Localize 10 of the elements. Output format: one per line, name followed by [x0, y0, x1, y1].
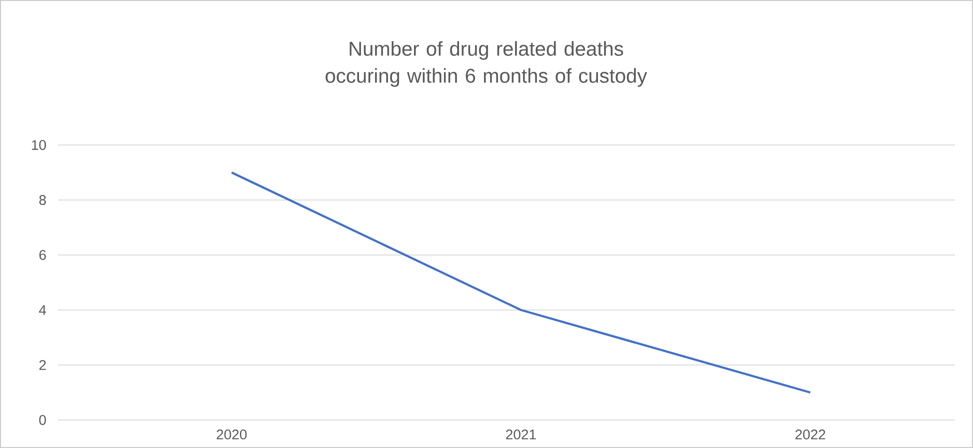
y-tick-label: 6 [39, 250, 46, 260]
y-tick-label: 2 [39, 360, 46, 370]
x-tick-label: 2022 [795, 430, 826, 440]
x-tick-label: 2020 [216, 430, 247, 440]
x-tick-label: 2021 [506, 430, 536, 440]
chart-title: Number of drug related deaths occuring within 6 months of custody [326, 41, 648, 87]
y-tick-label: 8 [39, 195, 46, 205]
y-tick-label: 0 [39, 415, 46, 425]
y-tick-label: 10 [32, 140, 46, 150]
y-tick-label: 4 [39, 305, 46, 315]
